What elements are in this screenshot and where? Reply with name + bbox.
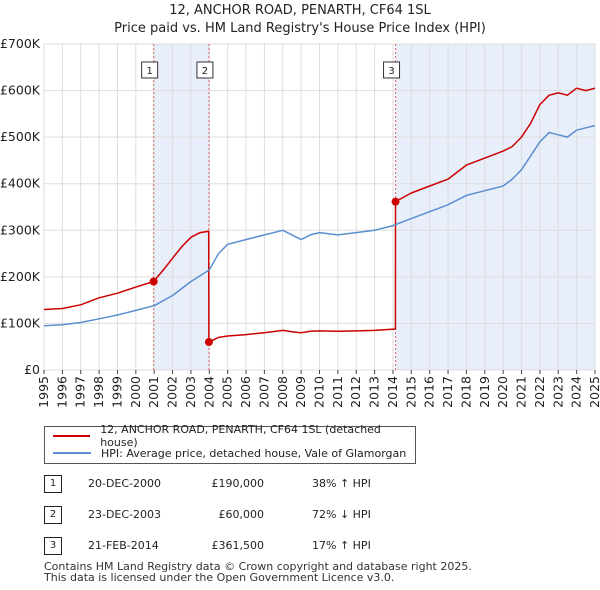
sale-price: £190,000	[211, 477, 265, 490]
sale-row: 3 21-FEB-2014 £361,500 17% ↑ HPI	[44, 537, 504, 555]
sale-number-boxes: 1 2 3	[141, 61, 401, 79]
y-tick-label: £200K	[0, 269, 41, 284]
x-tick-label: 2020	[495, 376, 510, 408]
sale-marker-label: 3	[388, 66, 394, 77]
sale-marker-label: 2	[202, 66, 208, 77]
legend-item-property: 12, ANCHOR ROAD, PENARTH, CF64 1SL (deta…	[45, 423, 415, 449]
x-tick-label: 2005	[220, 376, 235, 408]
sale-marker-box	[141, 61, 159, 79]
sale-number-badge: 1	[44, 475, 62, 493]
chart-title-line-1: 12, ANCHOR ROAD, PENARTH, CF64 1SL	[169, 3, 431, 18]
x-tick-label: 2006	[238, 376, 253, 408]
price-chart: 1 2 3 £0 £100K £200K £300K £400K £500K £600K £700…	[0, 36, 600, 408]
x-tick-label: 2001	[146, 376, 161, 408]
sale-date: 20-DEC-2000	[88, 477, 162, 490]
legend: 12, ANCHOR ROAD, PENARTH, CF64 1SL (deta…	[44, 423, 416, 464]
sale-point	[149, 277, 158, 286]
footer-licence: This data is licensed under the Open Gov…	[44, 571, 395, 584]
x-tick-label: 2014	[385, 376, 400, 408]
sale-price: £361,500	[211, 539, 265, 552]
chart-title: 12, ANCHOR ROAD, PENARTH, CF64 1SL Price…	[0, 2, 600, 38]
x-tick-label: 1996	[54, 376, 69, 408]
series-lines	[43, 87, 596, 343]
sale-marker-label: 1	[146, 66, 152, 77]
shaded-range	[395, 44, 595, 370]
x-tick-label: 2004	[201, 376, 216, 408]
sale-points	[149, 197, 400, 347]
sale-row: 1 20-DEC-2000 £190,000 38% ↑ HPI	[44, 475, 504, 493]
sale-number-badge: 3	[44, 537, 62, 555]
sale-date: 21-FEB-2014	[88, 539, 159, 552]
y-tick-label: £400K	[0, 176, 41, 191]
x-tick-label: 2023	[550, 376, 565, 408]
footer-attribution: Contains HM Land Registry data © Crown c…	[44, 561, 472, 583]
hpi-line	[43, 124, 596, 327]
sale-price: £60,000	[218, 508, 265, 521]
legend-swatch-property	[53, 435, 91, 437]
x-tick-label: 2002	[165, 376, 180, 408]
legend-item-hpi: HPI: Average price, detached house, Vale…	[45, 444, 406, 462]
legend-swatch-hpi	[53, 452, 91, 454]
sale-period-shading	[153, 44, 595, 370]
x-axis-ticks: 1995 1996 1997 1998 1999 2000 2001 2002 2003 2004…	[36, 370, 600, 408]
x-tick-label: 2010	[312, 376, 327, 408]
x-tick-label: 2022	[532, 376, 547, 408]
y-tick-label: £300K	[0, 222, 41, 237]
x-tick-label: 1998	[91, 376, 106, 408]
x-tick-label: 1995	[36, 376, 51, 408]
sale-date: 23-DEC-2003	[88, 508, 162, 521]
sale-point	[204, 338, 213, 347]
x-tick-label: 2025	[587, 376, 600, 408]
y-tick-label: £600K	[0, 83, 41, 98]
x-tick-label: 2013	[367, 376, 382, 408]
x-tick-label: 2008	[275, 376, 290, 408]
footer-copyright: Contains HM Land Registry data © Crown c…	[44, 560, 472, 573]
sale-row: 2 23-DEC-2003 £60,000 72% ↓ HPI	[44, 506, 504, 524]
x-tick-label: 2021	[514, 376, 529, 408]
x-tick-label: 2024	[569, 376, 584, 408]
shaded-range	[153, 44, 209, 370]
y-tick-label: £500K	[0, 129, 41, 144]
x-tick-label: 2018	[458, 376, 473, 408]
sale-hpi-comparison: 17% ↑ HPI	[312, 539, 371, 552]
y-axis-ticks: £0 £100K £200K £300K £400K £500K £600K £700K	[0, 36, 41, 377]
x-tick-label: 2000	[128, 376, 143, 408]
x-tick-label: 2016	[422, 376, 437, 408]
x-tick-label: 2012	[348, 376, 363, 408]
property-price-line	[43, 87, 596, 343]
sale-number-badge: 2	[44, 506, 62, 524]
sale-marker-box	[196, 61, 214, 79]
x-tick-label: 1997	[73, 376, 88, 408]
sale-point	[391, 197, 400, 206]
x-tick-label: 2009	[293, 376, 308, 408]
x-tick-label: 1999	[109, 376, 124, 408]
y-tick-label: £0	[24, 362, 40, 377]
x-tick-label: 2019	[477, 376, 492, 408]
y-tick-label: £700K	[0, 36, 41, 51]
sale-marker-box	[383, 61, 401, 79]
x-tick-label: 2003	[183, 376, 198, 408]
chart-title-line-2: Price paid vs. HM Land Registry's House …	[114, 21, 486, 36]
y-tick-label: £100K	[0, 315, 41, 330]
legend-label-hpi: HPI: Average price, detached house, Vale…	[101, 446, 407, 460]
x-tick-label: 2007	[256, 376, 271, 408]
sale-hpi-comparison: 72% ↓ HPI	[312, 508, 371, 521]
x-tick-label: 2011	[330, 376, 345, 408]
x-tick-label: 2017	[440, 376, 455, 408]
sale-hpi-comparison: 38% ↑ HPI	[312, 477, 371, 490]
x-tick-label: 2015	[403, 376, 418, 408]
legend-label-property: 12, ANCHOR ROAD, PENARTH, CF64 1SL (deta…	[100, 423, 381, 449]
